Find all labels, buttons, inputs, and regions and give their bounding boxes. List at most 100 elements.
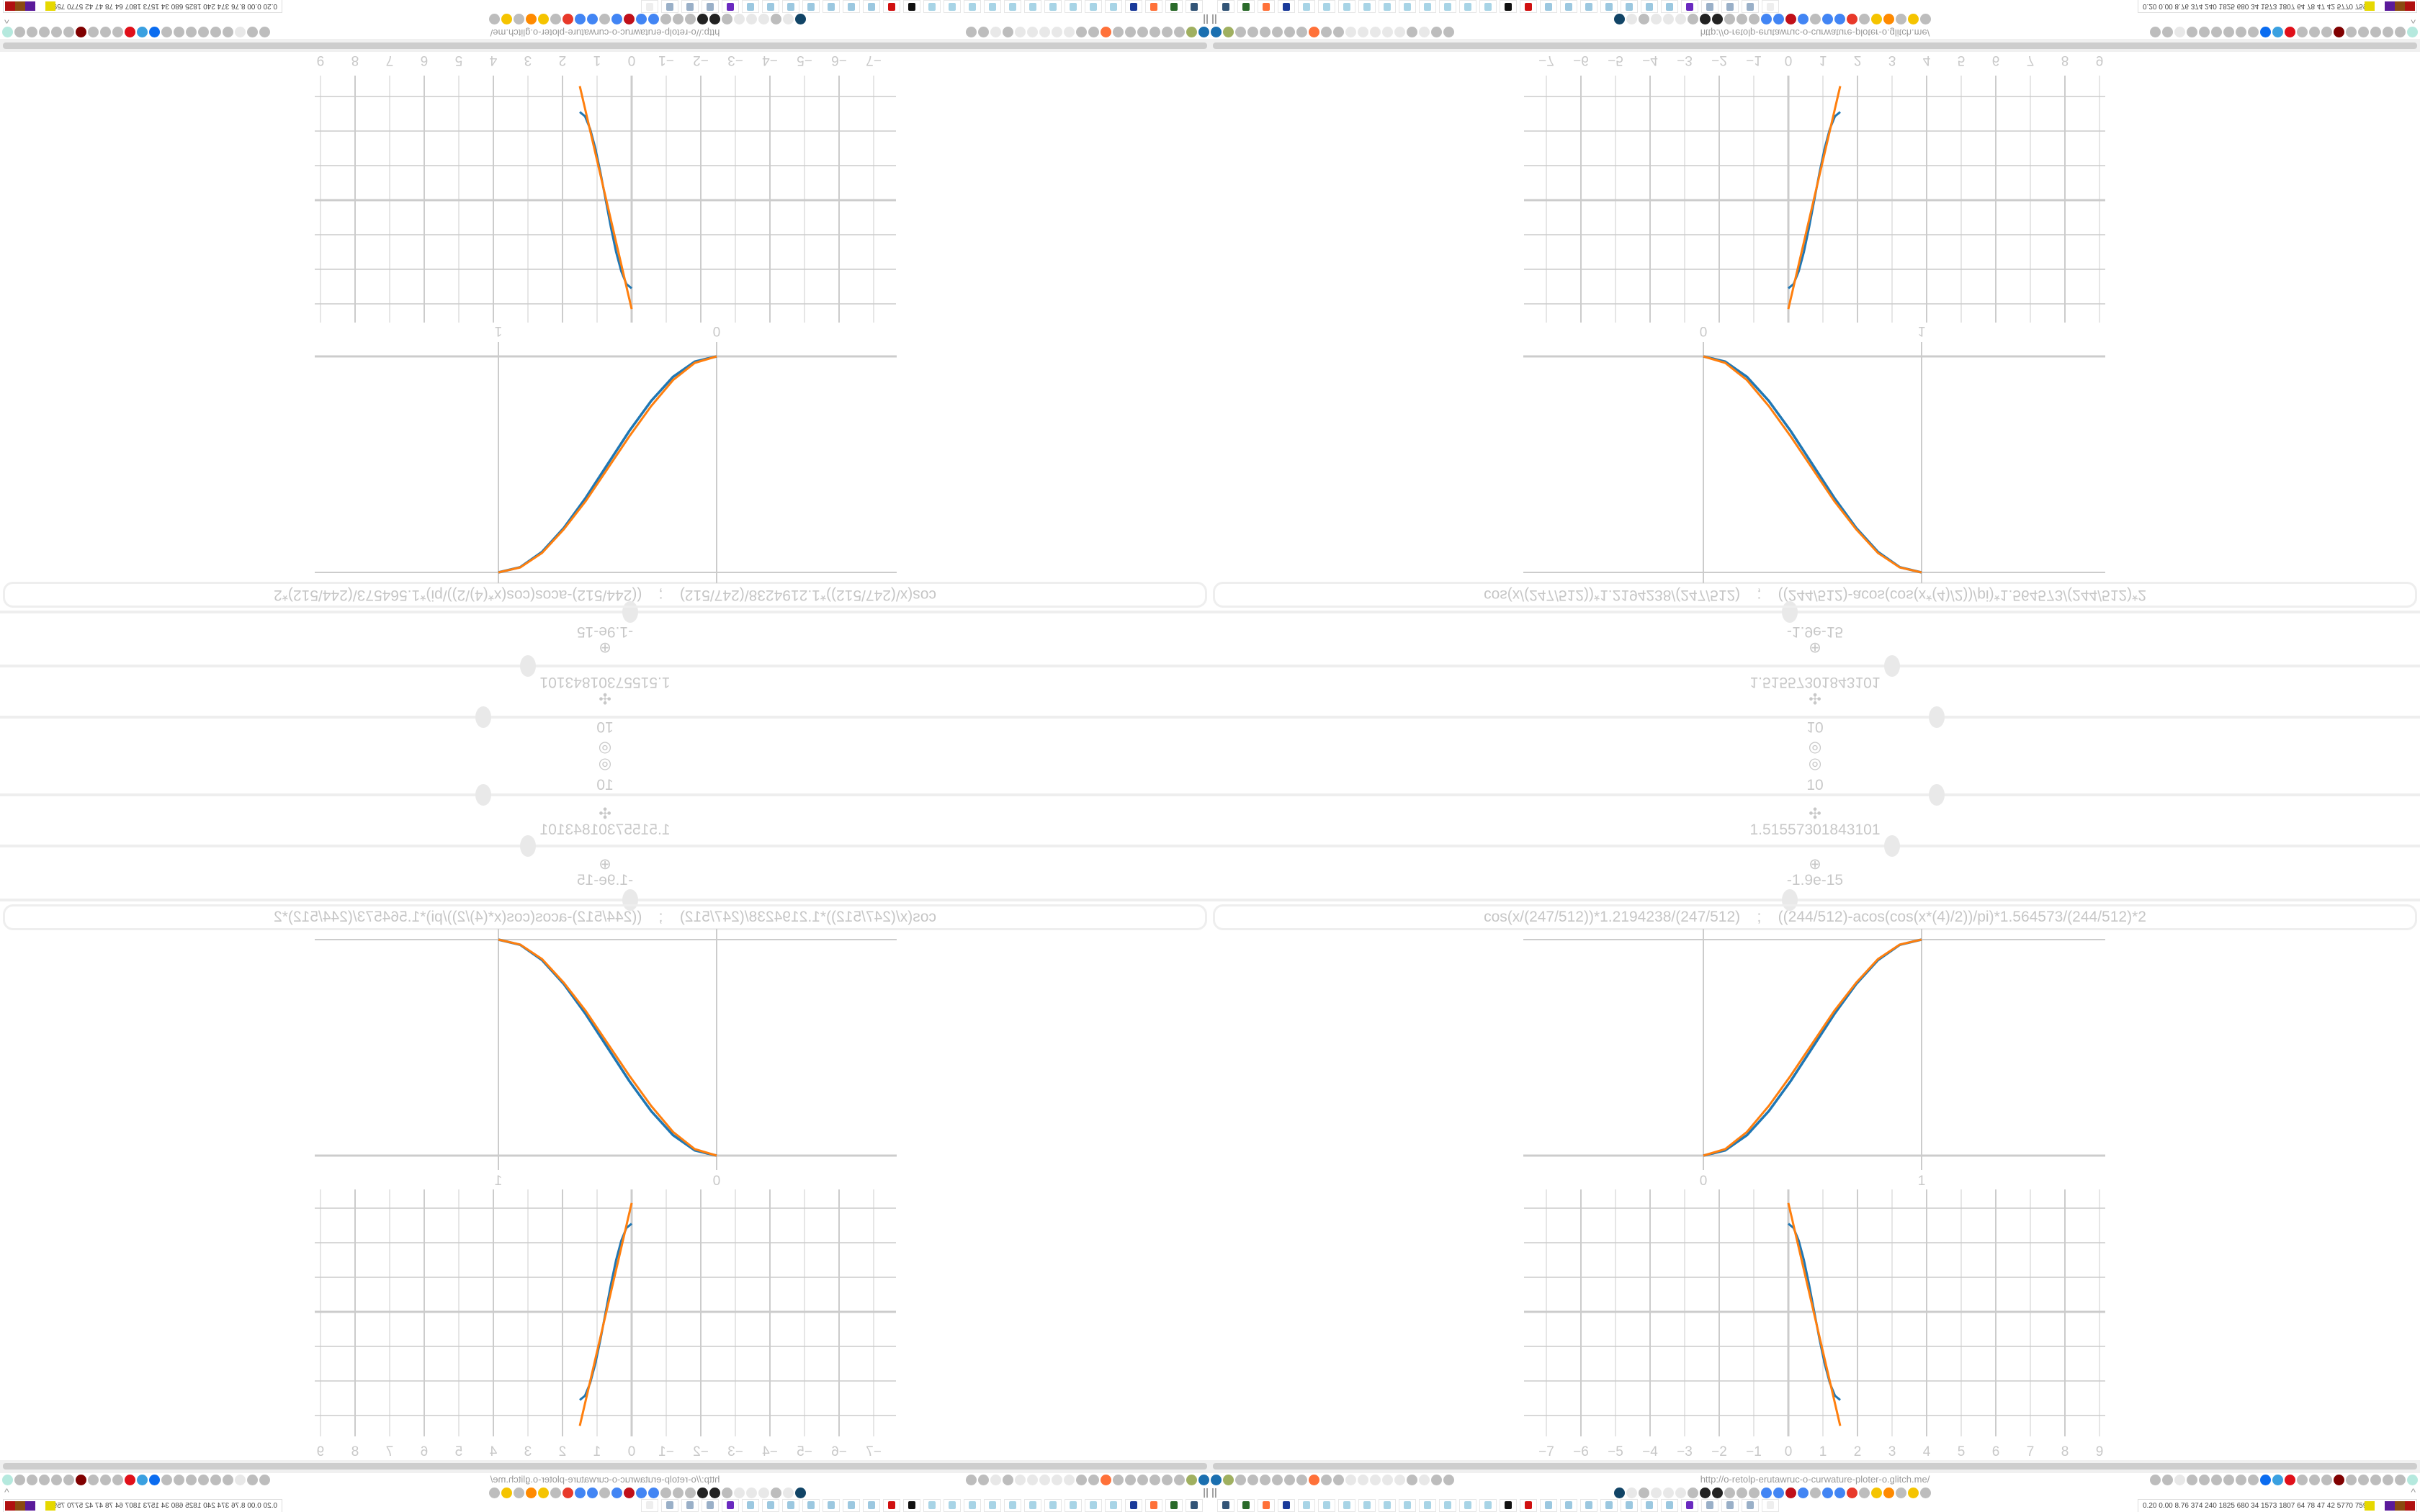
calculator-app[interactable] [1621, 0, 1638, 13]
wikipedia-icon[interactable] [709, 14, 720, 24]
shield-icon[interactable] [2346, 1475, 2357, 1485]
translate-a-icon[interactable] [2223, 1475, 2234, 1485]
inkscape-app[interactable] [1500, 1499, 1517, 1512]
image-icon[interactable] [501, 1488, 512, 1498]
scroll-app[interactable] [661, 1499, 678, 1512]
reader-icon[interactable] [2321, 1475, 2332, 1485]
globe-icon[interactable] [1724, 14, 1735, 24]
trash-icon[interactable] [112, 1475, 123, 1485]
gear-icon[interactable] [161, 1475, 172, 1485]
circle-icon[interactable] [795, 14, 806, 24]
cc-icon[interactable] [771, 1488, 781, 1498]
grid-icon[interactable] [550, 14, 561, 24]
globe-icon[interactable] [1724, 1488, 1735, 1498]
rect-icon[interactable] [1358, 1475, 1368, 1485]
pause-button[interactable]: || [1211, 1486, 1217, 1498]
notepad-app[interactable] [1439, 1499, 1456, 1512]
terminal-app[interactable] [1237, 1499, 1255, 1512]
cc-icon[interactable] [1639, 1488, 1649, 1498]
speaker-icon[interactable] [1651, 1488, 1662, 1498]
floppy-app[interactable] [1125, 0, 1142, 13]
count-slider[interactable] [1210, 784, 2420, 806]
star-icon[interactable] [247, 27, 258, 37]
speaker-icon[interactable] [734, 14, 745, 24]
collapse-button[interactable]: ^ [4, 14, 9, 26]
speaker-icon[interactable] [1626, 14, 1637, 24]
red-app[interactable] [1520, 1499, 1537, 1512]
speaker-icon[interactable] [758, 14, 769, 24]
notepad-app[interactable] [984, 1499, 1001, 1512]
calculator-app[interactable] [823, 0, 840, 13]
notepad-app[interactable] [1065, 0, 1082, 13]
ghost-app[interactable] [722, 0, 739, 13]
share-icon[interactable] [2309, 27, 2320, 37]
blank-app[interactable] [641, 1499, 658, 1512]
translate-icon[interactable] [259, 27, 270, 37]
download-icon[interactable] [210, 1475, 221, 1485]
google-icon[interactable] [1761, 1488, 1772, 1498]
calculator-app[interactable] [742, 1499, 759, 1512]
monitor-app[interactable] [1186, 0, 1203, 13]
google-icon[interactable] [648, 14, 659, 24]
notepad-app[interactable] [1419, 0, 1436, 13]
calculator-app[interactable] [843, 0, 860, 13]
blank-app[interactable] [641, 0, 658, 13]
upload-icon[interactable] [137, 27, 148, 37]
translate-icon[interactable] [660, 14, 671, 24]
notepad-app[interactable] [1399, 0, 1416, 13]
archive-icon[interactable] [673, 1488, 684, 1498]
translate-icon[interactable] [660, 1488, 671, 1498]
scroll-app[interactable] [1742, 1499, 1759, 1512]
calculator-app[interactable] [802, 1499, 820, 1512]
translate-icon[interactable] [1749, 1488, 1760, 1498]
trash-icon[interactable] [2297, 27, 2308, 37]
speaker-icon[interactable] [1626, 1488, 1637, 1498]
puzzle-icon[interactable] [39, 27, 50, 37]
firefox-app[interactable] [1258, 1499, 1275, 1512]
collapse-button[interactable]: ^ [2411, 1486, 2416, 1498]
share-icon[interactable] [100, 27, 111, 37]
notepad-app[interactable] [1419, 1499, 1436, 1512]
sun-icon[interactable] [1883, 14, 1894, 24]
calculator-app[interactable] [1560, 1499, 1577, 1512]
translate-a-icon[interactable] [186, 27, 197, 37]
calculator-app[interactable] [863, 0, 880, 13]
translate-icon[interactable] [259, 1475, 270, 1485]
firefox-app[interactable] [1145, 1499, 1162, 1512]
url-bar[interactable]: http://o-retolp-erutawruc-o-curwature-pl… [1700, 1474, 1930, 1485]
notepad-app[interactable] [1024, 1499, 1041, 1512]
notepad-app[interactable] [1065, 1499, 1082, 1512]
speaker-icon[interactable] [758, 1488, 769, 1498]
collapse-button[interactable]: ^ [4, 1486, 9, 1498]
share-icon[interactable] [2309, 1475, 2320, 1485]
scroll-app[interactable] [1742, 0, 1759, 13]
scroll-app[interactable] [681, 0, 699, 13]
floppy-app[interactable] [1278, 0, 1295, 13]
globe-icon[interactable] [1247, 1475, 1258, 1485]
mouse-icon[interactable] [174, 1475, 184, 1485]
status-dot-icon[interactable] [2, 27, 13, 37]
scroll-app[interactable] [1721, 1499, 1739, 1512]
mouse-icon[interactable] [174, 27, 184, 37]
upload-icon[interactable] [2272, 27, 2283, 37]
flower-icon[interactable] [624, 1488, 635, 1498]
notepad-app[interactable] [1318, 1499, 1335, 1512]
image-icon[interactable] [538, 14, 549, 24]
cc-icon[interactable] [771, 14, 781, 24]
image-icon[interactable] [1908, 14, 1919, 24]
speaker-icon[interactable] [746, 1488, 757, 1498]
gear-icon[interactable] [14, 27, 25, 37]
wrench-icon[interactable] [2383, 1475, 2393, 1485]
google-icon[interactable] [1798, 1488, 1809, 1498]
upload-icon[interactable] [2272, 1475, 2283, 1485]
google-icon[interactable] [636, 14, 647, 24]
calculator-app[interactable] [1580, 1499, 1597, 1512]
horizontal-scrollbar[interactable] [1210, 39, 2420, 52]
notepad-app[interactable] [1479, 1499, 1497, 1512]
speaker-icon[interactable] [1651, 14, 1662, 24]
plus-icon[interactable] [149, 1475, 160, 1485]
drop-icon[interactable] [1810, 14, 1821, 24]
shield-icon[interactable] [63, 1475, 74, 1485]
speaker-icon[interactable] [1675, 1488, 1686, 1498]
speaker-icon[interactable] [746, 14, 757, 24]
